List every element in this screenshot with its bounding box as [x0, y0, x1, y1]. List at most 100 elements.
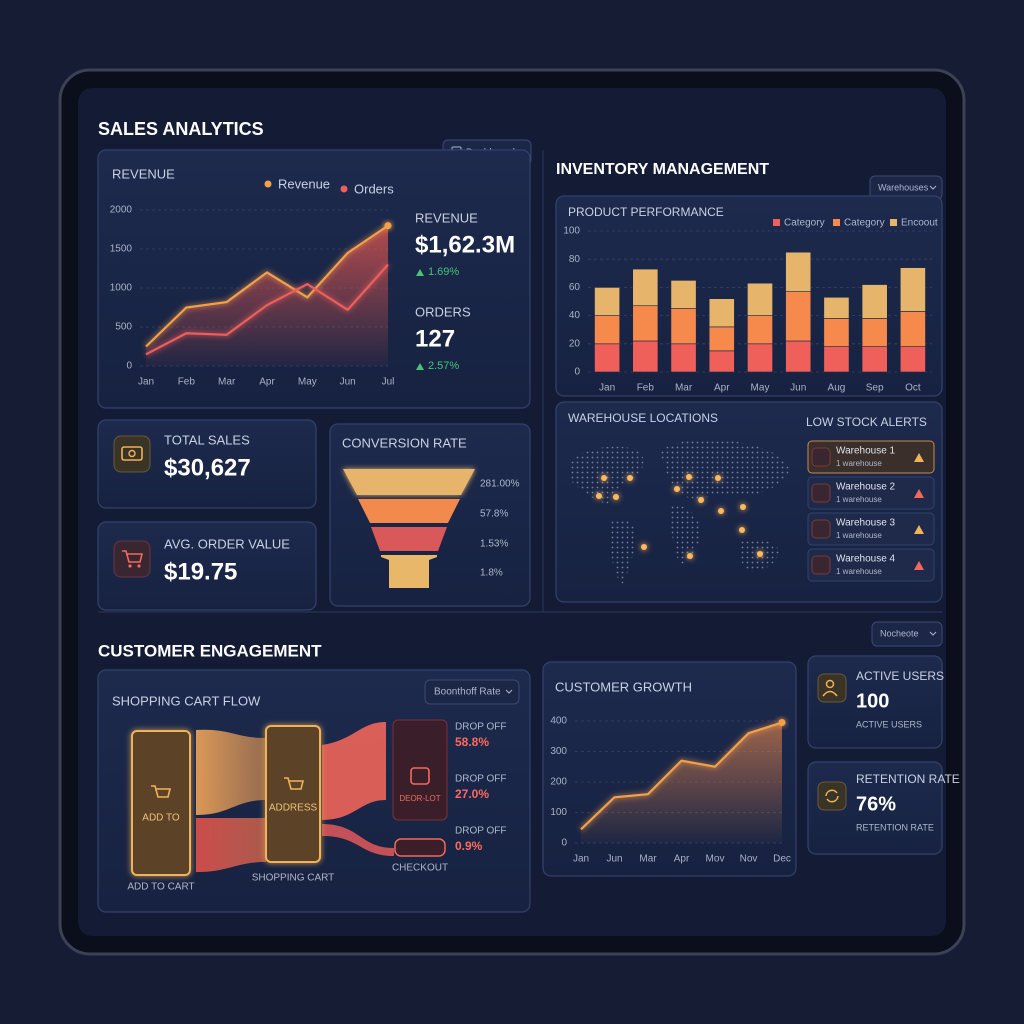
- funnel-label: 57.8%: [480, 509, 508, 520]
- stat-label: ORDERS: [415, 304, 471, 319]
- stat-change: 1.69%: [428, 266, 459, 278]
- location-dot: [757, 551, 763, 557]
- location-dot: [627, 475, 633, 481]
- flow-node: [131, 730, 191, 876]
- drop-off-label: DROP OFF: [455, 826, 506, 837]
- bar-segment: [670, 343, 697, 373]
- y-tick-label: 400: [550, 716, 567, 727]
- alert-name: Warehouse 3: [836, 518, 896, 529]
- node-label: ADD TO: [142, 813, 180, 824]
- x-tick-label: Apr: [674, 854, 690, 865]
- cash-icon: [121, 446, 143, 461]
- flow-band: [196, 729, 266, 815]
- alert-name: Warehouse 2: [836, 482, 896, 493]
- alert-item: [807, 440, 935, 474]
- legend-label: Revenue: [278, 176, 330, 191]
- y-tick-label: 500: [115, 322, 132, 333]
- location-dot: [601, 475, 607, 481]
- location-dot: [686, 474, 692, 480]
- bar-segment: [747, 343, 773, 373]
- bar-segment: [594, 343, 621, 373]
- bar-segment: [747, 282, 773, 316]
- card-value: $19.75: [164, 558, 237, 585]
- dropdown-label[interactable]: Warehouses: [878, 182, 929, 192]
- bar-segment: [785, 340, 812, 373]
- dropdown-label[interactable]: Nocheote: [880, 628, 919, 638]
- cash-icon: [128, 449, 136, 458]
- warning-icon: [914, 561, 924, 570]
- section-title: INVENTORY MANAGEMENT: [556, 161, 769, 178]
- bar-segment: [747, 315, 773, 345]
- drop-off-label: DROP OFF: [455, 722, 506, 733]
- node-label: ADDRESS: [269, 803, 318, 814]
- x-tick-label: Jul: [382, 377, 395, 388]
- x-tick-label: Apr: [259, 377, 275, 388]
- up-arrow: [416, 269, 424, 276]
- refresh-icon: [825, 789, 839, 803]
- x-tick-label: Feb: [178, 377, 196, 388]
- section-title: SALES ANALYTICS: [98, 119, 264, 139]
- card-label: TOTAL SALES: [164, 432, 250, 447]
- avg-order-card: [97, 521, 317, 611]
- stat-change: 2.57%: [428, 360, 459, 372]
- dropdown[interactable]: [871, 621, 943, 647]
- alert-detail: 1 warehouse: [836, 495, 882, 504]
- x-tick-label: May: [751, 383, 770, 394]
- bar-segment: [785, 251, 812, 292]
- legend-label: Orders: [354, 181, 394, 196]
- continent: [570, 446, 644, 505]
- panel-title: WAREHOUSE LOCATIONS: [568, 411, 718, 425]
- bar-segment: [899, 346, 926, 373]
- flow-node: [265, 725, 321, 863]
- funnel-label: 1.8%: [480, 568, 503, 579]
- y-tick-label: 0: [126, 361, 132, 372]
- bar-segment: [861, 284, 888, 319]
- alert-item: [807, 512, 935, 546]
- x-tick-label: Jan: [573, 854, 589, 865]
- alert-detail: 1 warehouse: [836, 531, 882, 540]
- node-caption: CHECKOUT: [392, 863, 448, 874]
- location-dot: [740, 504, 746, 510]
- revenue-chart: 0 500 1000 1500 2000 Jan Feb Mar Apr May Jun Jul: [110, 205, 395, 388]
- dropdown-label[interactable]: Boonthoff Rate: [434, 687, 501, 698]
- location-dot: [718, 508, 724, 514]
- panel-title: PRODUCT PERFORMANCE: [568, 205, 724, 219]
- y-tick-label: 0: [561, 838, 567, 849]
- panel-title: LOW STOCK ALERTS: [806, 415, 927, 429]
- drop-off-value: 27.0%: [455, 787, 489, 801]
- y-tick-label: 0: [574, 367, 580, 378]
- card-label: RETENTION RATE: [856, 772, 960, 786]
- chevron: [505, 689, 513, 694]
- continent: [671, 505, 702, 565]
- alert-icon: [811, 555, 831, 575]
- icon-tile: [113, 435, 151, 473]
- chevron: [929, 185, 937, 190]
- checkout-pill: [394, 838, 446, 857]
- location-dot: [613, 494, 619, 500]
- card-label: AVG. ORDER VALUE: [164, 536, 290, 551]
- bar-segment: [899, 311, 926, 347]
- legend-label: Encoout: [901, 218, 938, 229]
- card-value: $30,627: [164, 454, 251, 481]
- flow-band: [322, 824, 394, 856]
- location-dot: [596, 493, 602, 499]
- funnel-stage: [381, 555, 437, 588]
- icon-tile: [113, 540, 151, 578]
- card-caption: ACTIVE USERS: [856, 719, 922, 729]
- x-tick-label: Feb: [637, 383, 655, 394]
- y-tick-label: 80: [569, 254, 581, 265]
- bar-segment: [632, 305, 659, 342]
- cart-icon: [137, 564, 141, 568]
- x-tick-label: Mar: [639, 854, 657, 865]
- stat-value: 127: [415, 325, 455, 352]
- icon-tile: [817, 781, 847, 811]
- chevron: [929, 631, 937, 636]
- panel-title: REVENUE: [112, 166, 175, 181]
- dropdown[interactable]: [424, 679, 520, 705]
- warning-icon: [914, 453, 924, 462]
- x-tick-label: Oct: [905, 383, 921, 394]
- node-caption: SHOPPING CART: [252, 873, 335, 884]
- x-tick-label: Jan: [599, 383, 615, 394]
- bar-segment: [632, 268, 659, 307]
